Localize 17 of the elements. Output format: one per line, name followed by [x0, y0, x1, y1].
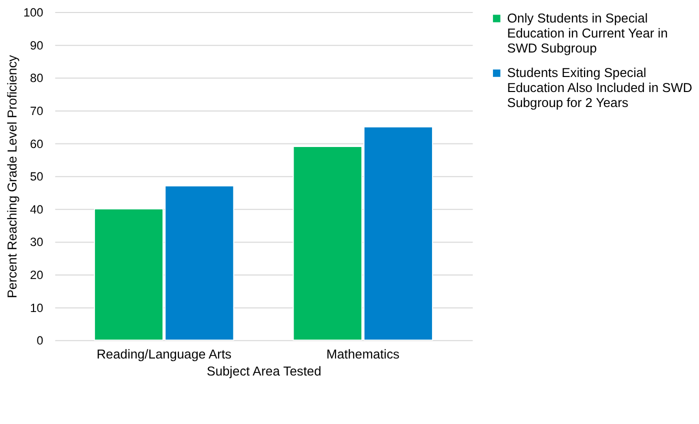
y-tick-label: 90 — [30, 38, 44, 52]
y-tick-label: 0 — [36, 334, 44, 348]
y-tick-label: 50 — [30, 170, 44, 184]
y-tick-label: 80 — [30, 71, 44, 86]
y-tick-label: 30 — [30, 235, 44, 250]
legend-label: Students Exiting Special Education Also Included in SWD Subgroup for 2 Years — [507, 65, 692, 110]
y-tick-label: 100 — [23, 6, 44, 20]
y-tick-label: 20 — [30, 268, 44, 282]
y-tick-label: 10 — [30, 300, 44, 315]
y-axis-title: Percent Reaching Grade Level Proficiency — [4, 54, 20, 298]
y-tick-label: 40 — [30, 202, 44, 216]
legend-label: Only Students in Special Education in Current Year in SWD Subgroup — [507, 10, 668, 56]
x-tick-label: Reading/Language Arts — [96, 346, 232, 362]
x-axis-title: Subject Area Tested — [206, 363, 322, 378]
x-tick-label: Mathematics — [326, 346, 400, 362]
y-tick-label: 70 — [30, 104, 44, 118]
y-tick-label: 60 — [30, 136, 44, 151]
